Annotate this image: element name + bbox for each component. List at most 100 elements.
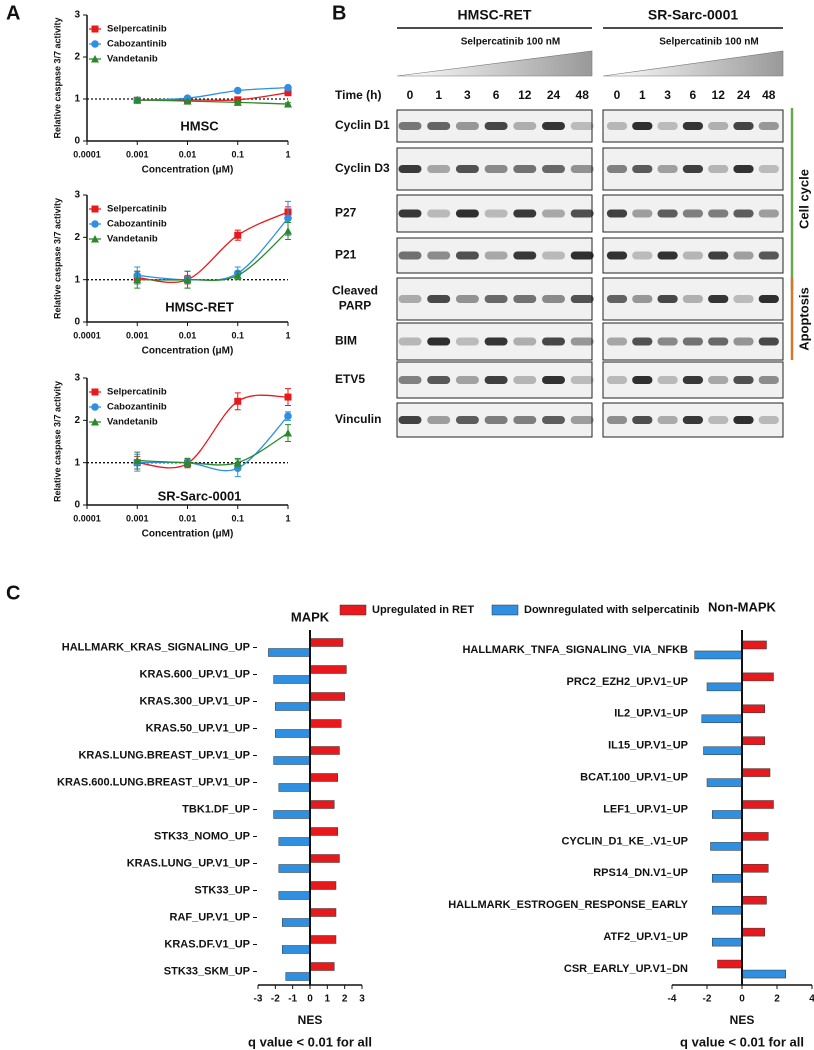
category-label: TBK1.DF_UP (182, 803, 250, 815)
band (606, 376, 628, 384)
marker (284, 412, 292, 420)
bar (309, 827, 338, 836)
band (542, 337, 565, 346)
x-tick-label: 1 (285, 149, 290, 159)
protein-label: PARP (339, 299, 371, 313)
x-tick-label: 0.01 (179, 149, 197, 159)
band (398, 122, 422, 130)
band (513, 376, 537, 384)
bar (309, 719, 342, 728)
band (484, 122, 508, 130)
band (455, 165, 479, 173)
bar (741, 704, 765, 714)
y-tick-label: 2 (74, 415, 80, 426)
category-label: CSR_EARLY_UP.V1_DN (564, 963, 688, 975)
fit-curve (137, 415, 289, 472)
band (427, 209, 451, 218)
panel-label: B (332, 2, 346, 24)
band (657, 251, 678, 260)
band (657, 209, 678, 218)
band (455, 376, 479, 384)
bar (741, 736, 765, 745)
x-tick-label: 4 (809, 994, 814, 1005)
band (606, 295, 628, 303)
bar (309, 773, 338, 782)
band (657, 295, 678, 303)
band (708, 295, 729, 303)
bar (278, 783, 311, 792)
bar (309, 638, 344, 647)
band (758, 251, 779, 260)
x-tick-label: -3 (254, 994, 263, 1005)
band (606, 416, 628, 424)
band (542, 376, 565, 384)
band (682, 337, 704, 346)
band (708, 337, 729, 346)
bar (309, 854, 340, 863)
category-label: LEF1_UP.V1_UP (603, 803, 688, 815)
bar (273, 756, 311, 765)
protein-label: P21 (335, 248, 357, 262)
band (513, 295, 537, 303)
y-axis-label: Relative caspase 3/7 activity (52, 198, 62, 319)
protein-label: P27 (335, 206, 357, 220)
band (455, 122, 479, 130)
category-label: BCAT.100_UP.V1_UP (580, 771, 688, 783)
bar (741, 672, 774, 682)
y-tick-label: 3 (74, 10, 80, 21)
time-point: 12 (712, 88, 726, 102)
category-label: KRAS.LUNG_UP.V1_UP (127, 857, 250, 869)
time-point: 6 (493, 88, 500, 102)
band (682, 251, 704, 260)
fit-curve (137, 87, 289, 101)
cell-line: SR-Sarc-0001 (648, 7, 738, 23)
band (542, 295, 565, 303)
legend-marker (91, 25, 99, 33)
bar (717, 959, 743, 969)
time-point: 48 (576, 88, 590, 102)
protein-label: Vinculin (335, 412, 381, 426)
marker (133, 275, 142, 284)
treatment: Selpercatinib 100 nM (461, 37, 560, 48)
band (484, 295, 508, 303)
time-point: 24 (737, 88, 751, 102)
band (758, 376, 779, 384)
y-tick-label: 3 (74, 373, 80, 384)
marker (183, 458, 192, 467)
band (570, 295, 594, 303)
band (484, 337, 508, 346)
legend-label: Vandetanib (107, 234, 158, 245)
band (455, 295, 479, 303)
bar (712, 937, 743, 947)
legend-label: Selpercatinib (107, 387, 167, 398)
band (427, 122, 451, 130)
band (455, 209, 479, 218)
band (632, 295, 653, 303)
time-point: 0 (614, 88, 621, 102)
y-tick-label: 1 (74, 457, 80, 468)
x-axis-label: Concentration (μM) (142, 529, 234, 540)
y-axis-label: Relative caspase 3/7 activity (52, 381, 62, 502)
marker (284, 214, 292, 223)
legend-label: Selpercatinib (107, 24, 167, 35)
bar (712, 905, 743, 915)
marker (183, 275, 192, 284)
band (484, 376, 508, 384)
marker (284, 429, 292, 437)
marker (284, 226, 292, 235)
marker (233, 98, 242, 106)
category-label: KRAS.600_UP.V1_UP (140, 668, 250, 680)
band (455, 337, 479, 346)
bar (309, 746, 340, 755)
bar (309, 935, 337, 944)
x-tick-label: 1 (325, 994, 331, 1005)
blot-frame (396, 194, 593, 233)
bar (285, 972, 311, 981)
cell-line: HMSC-RET (458, 7, 532, 23)
band (484, 209, 508, 218)
y-tick-label: 0 (74, 500, 80, 511)
legend-label: Vandetanib (107, 54, 158, 65)
bar (309, 881, 337, 890)
time-point: 3 (664, 88, 671, 102)
band (657, 122, 678, 130)
